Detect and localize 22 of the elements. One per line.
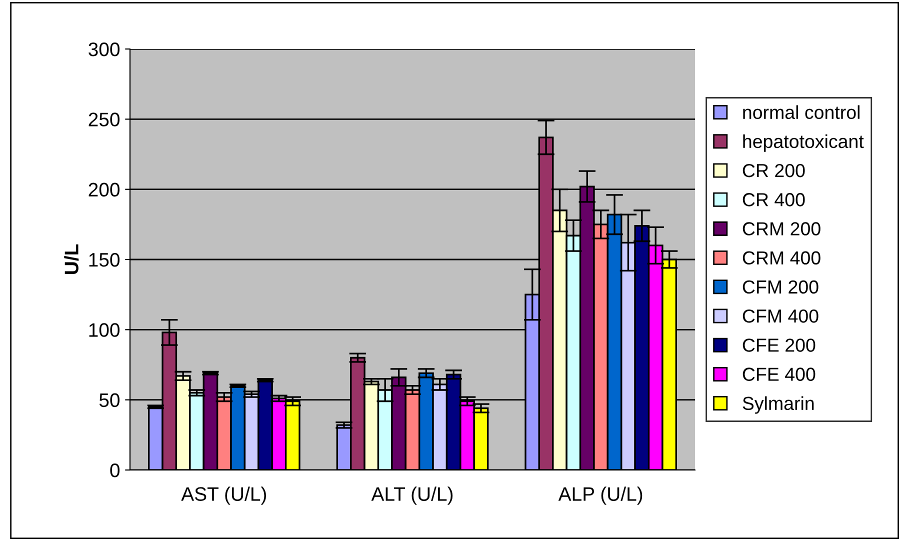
legend-label: CFE 400: [742, 368, 816, 381]
legend-label: hepatotoxicant: [743, 134, 864, 152]
x-tick-label: AST (U/L): [181, 486, 266, 505]
y-tick-label: 200: [88, 182, 120, 197]
legend-label: CFE 200: [742, 338, 816, 352]
y-tick-label: 100: [89, 323, 120, 337]
y-tick-label: 300: [88, 42, 120, 56]
legend-label: CR 200: [742, 164, 805, 178]
x-tick-label: ALP (U/L): [558, 486, 642, 505]
legend-label: CRM 200: [742, 222, 820, 236]
y-tick-label: 0: [110, 463, 120, 478]
legend-label: CRM 400: [742, 251, 820, 265]
legend-label: normal control: [743, 105, 860, 120]
legend-label: CR 400: [742, 193, 805, 206]
y-axis-title: U/L: [64, 244, 79, 274]
y-tick-label: 50: [99, 393, 120, 408]
legend-label: CFM 400: [742, 309, 818, 323]
y-tick-label: 150: [89, 252, 120, 267]
legend-label: Sylmarin: [742, 396, 814, 414]
y-tick-label: 250: [88, 112, 120, 126]
legend-label: CFM 200: [742, 280, 818, 294]
x-tick-label: ALT (U/L): [371, 486, 453, 505]
